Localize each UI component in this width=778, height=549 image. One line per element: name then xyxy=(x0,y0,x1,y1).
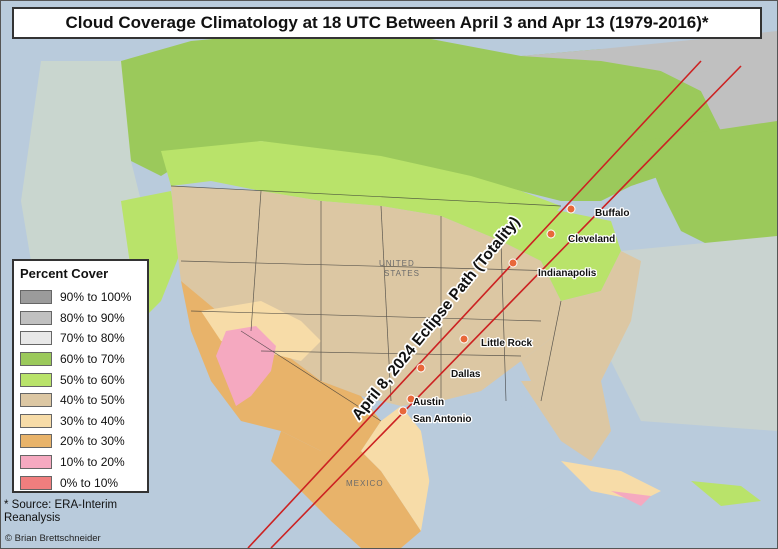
path-southeast-edge xyxy=(270,65,742,548)
legend-label: 80% to 90% xyxy=(60,310,125,325)
little-rock-marker xyxy=(459,334,469,344)
legend-swatch xyxy=(20,372,52,387)
legend-item: 60% to 70% xyxy=(20,349,141,370)
legend-item: 50% to 60% xyxy=(20,369,141,390)
state-borders xyxy=(170,185,562,422)
legend-item: 30% to 40% xyxy=(20,411,141,432)
buffalo-label: Buffalo xyxy=(595,208,629,219)
source-note: * Source: ERA-Interim Reanalysis xyxy=(4,499,118,524)
florida xyxy=(521,381,611,461)
east-coast xyxy=(521,251,641,421)
us-label-2: STATES xyxy=(384,269,420,278)
austin-marker xyxy=(406,394,416,404)
legend: Percent Cover 90% to 100% 80% to 90% 70%… xyxy=(12,259,149,493)
legend-label: 50% to 60% xyxy=(60,372,125,387)
indianapolis-marker xyxy=(508,258,518,268)
jamaica xyxy=(611,491,651,506)
legend-label: 0% to 10% xyxy=(60,475,119,490)
gulf-of-mexico xyxy=(421,396,581,521)
legend-item: 70% to 80% xyxy=(20,328,141,349)
northern-band xyxy=(161,141,561,236)
legend-label: 10% to 20% xyxy=(60,455,125,470)
hispaniola xyxy=(691,481,761,506)
cuba xyxy=(561,461,661,501)
canada-region xyxy=(121,31,721,201)
credit: © Brian Brettschneider xyxy=(5,533,101,544)
legend-label: 70% to 80% xyxy=(60,331,125,346)
legend-item: 80% to 90% xyxy=(20,308,141,329)
san-antonio-marker xyxy=(398,406,408,416)
legend-swatch xyxy=(20,331,52,346)
us-label-1: UNITED xyxy=(379,259,415,268)
little-rock-label: Little Rock xyxy=(481,338,533,349)
legend-label: 90% to 100% xyxy=(60,290,132,305)
cleveland-marker xyxy=(546,229,556,239)
legend-title: Percent Cover xyxy=(20,266,109,281)
northeast-cloudy xyxy=(521,31,777,131)
atlantic-green xyxy=(641,121,777,251)
legend-label: 30% to 40% xyxy=(60,413,125,428)
legend-label: 20% to 30% xyxy=(60,434,125,449)
path-northwest-edge xyxy=(247,60,702,548)
legend-label: 60% to 70% xyxy=(60,352,125,367)
indianapolis-label: Indianapolis xyxy=(538,268,597,279)
mexico-label: MEXICO xyxy=(346,479,384,488)
legend-label: 40% to 50% xyxy=(60,393,125,408)
desert-low-cloud xyxy=(216,326,276,406)
legend-swatch xyxy=(20,352,52,367)
legend-swatch xyxy=(20,434,52,449)
austin-label: Austin xyxy=(413,397,444,408)
legend-item: 40% to 50% xyxy=(20,390,141,411)
atlantic-pale xyxy=(611,236,777,431)
cleveland-label: Cleveland xyxy=(568,234,615,245)
legend-swatch xyxy=(20,413,52,428)
legend-swatch xyxy=(20,393,52,408)
legend-item: 10% to 20% xyxy=(20,452,141,473)
legend-item: 20% to 30% xyxy=(20,431,141,452)
legend-item: 90% to 100% xyxy=(20,287,141,308)
dallas-label: Dallas xyxy=(451,369,481,380)
buffalo-marker xyxy=(566,204,576,214)
san-antonio-label: San Antonio xyxy=(413,414,472,425)
map-title: Cloud Coverage Climatology at 18 UTC Bet… xyxy=(65,13,709,32)
legend-swatch xyxy=(20,475,52,490)
legend-item: 0% to 10% xyxy=(20,472,141,493)
great-lakes-region xyxy=(441,206,621,301)
legend-swatch xyxy=(20,455,52,470)
dallas-marker xyxy=(416,363,426,373)
mexico-region xyxy=(271,431,421,548)
city-markers xyxy=(398,204,576,416)
legend-swatch xyxy=(20,310,52,325)
title-box: Cloud Coverage Climatology at 18 UTC Bet… xyxy=(12,7,762,39)
legend-swatch xyxy=(20,290,52,305)
